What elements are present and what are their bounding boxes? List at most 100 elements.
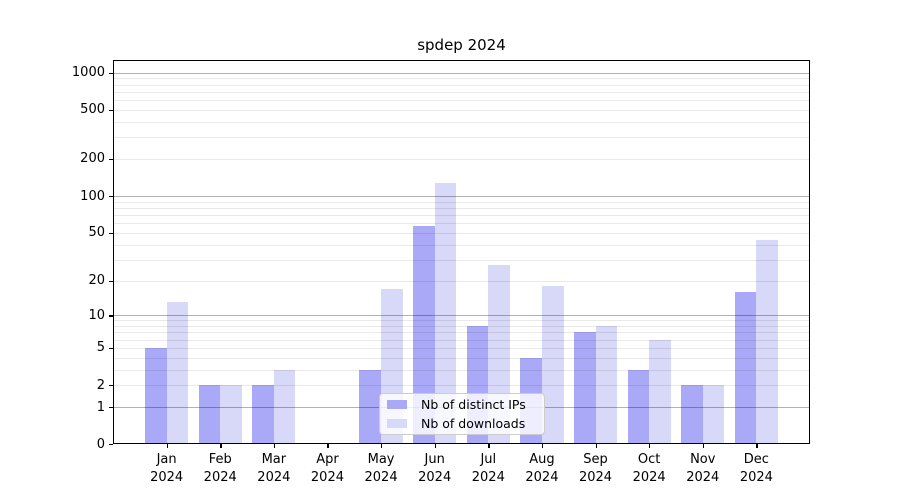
y-tick-mark xyxy=(109,315,113,317)
y-tick-mark xyxy=(109,109,113,112)
gridline-minor xyxy=(113,137,810,139)
x-tick-year: 2024 xyxy=(686,469,720,485)
bar-ips-jan xyxy=(145,347,167,444)
y-tick-mark xyxy=(109,385,113,387)
legend-label-downloads: Nb of downloads xyxy=(421,415,526,431)
gridline-minor xyxy=(113,121,810,123)
gridline-minor xyxy=(113,232,810,234)
legend: Nb of distinct IPs Nb of downloads xyxy=(379,393,545,435)
x-tick-label: Apr 2024 xyxy=(295,451,359,486)
gridline-minor xyxy=(113,214,810,216)
x-tick-mark xyxy=(434,444,436,448)
gridline-minor xyxy=(113,326,810,328)
x-tick-label: Dec 2024 xyxy=(724,451,788,486)
gridline-minor xyxy=(113,84,810,86)
gridline-minor xyxy=(113,332,810,334)
bar-downloads-aug xyxy=(541,285,564,444)
x-tick-year: 2024 xyxy=(739,469,773,485)
x-tick-label: Aug 2024 xyxy=(510,451,574,486)
y-tick-mark xyxy=(109,232,113,235)
gridline-minor xyxy=(113,339,810,341)
x-tick-year: 2024 xyxy=(418,469,452,485)
gridline-minor xyxy=(113,78,810,80)
x-tick-year: 2024 xyxy=(632,469,666,485)
bar-downloads-oct xyxy=(649,339,671,444)
x-tick-mark xyxy=(166,444,168,448)
x-tick-year: 2024 xyxy=(471,469,505,485)
y-tick-mark xyxy=(109,196,113,198)
bar-ips-nov xyxy=(681,385,703,444)
x-tick-label: Jun 2024 xyxy=(403,451,467,486)
bar-downloads-jun xyxy=(434,183,457,444)
y-tick-label: 50 xyxy=(88,225,105,241)
x-tick-year: 2024 xyxy=(203,469,237,485)
x-tick-label: Feb 2024 xyxy=(188,451,252,486)
x-tick-year: 2024 xyxy=(525,469,559,485)
gridline-minor xyxy=(113,320,810,322)
y-tick-label: 100 xyxy=(80,188,105,204)
gridline-minor xyxy=(113,223,810,225)
bar-ips-sep xyxy=(573,332,596,444)
gridline-minor xyxy=(113,357,810,359)
bar-ips-mar xyxy=(252,385,274,444)
bar-downloads-nov xyxy=(702,385,725,444)
y-tick-mark xyxy=(109,72,113,74)
x-tick-label: Jan 2024 xyxy=(135,451,199,486)
bar-ips-jun xyxy=(413,225,435,444)
gridline-minor xyxy=(113,91,810,93)
gridline-minor xyxy=(113,109,810,111)
x-tick-label: Sep 2024 xyxy=(564,451,628,486)
x-tick-mark xyxy=(595,444,597,448)
legend-swatch-distinct-ips xyxy=(387,400,407,410)
bar-downloads-sep xyxy=(595,326,618,444)
y-tick-mark xyxy=(109,158,113,161)
bar-ips-feb xyxy=(198,385,221,444)
x-tick-mark xyxy=(649,444,651,448)
bar-downloads-dec xyxy=(756,239,778,444)
y-tick-mark xyxy=(109,407,113,409)
gridline-minor xyxy=(113,158,810,160)
y-tick-label: 5 xyxy=(96,340,105,356)
legend-item-distinct-ips: Nb of distinct IPs xyxy=(387,397,535,413)
gridline-minor xyxy=(113,100,810,102)
bar-downloads-mar xyxy=(273,369,296,444)
x-tick-label: Oct 2024 xyxy=(617,451,681,486)
y-tick-label: 10 xyxy=(88,307,105,323)
x-tick-mark xyxy=(702,444,705,448)
gridline-minor xyxy=(113,201,810,203)
y-tick-label: 500 xyxy=(80,102,105,118)
y-tick-label: 0 xyxy=(96,436,105,452)
x-tick-year: 2024 xyxy=(364,469,398,485)
x-tick-mark xyxy=(541,444,544,448)
gridline-minor xyxy=(113,244,810,246)
y-tick-mark xyxy=(109,444,113,446)
gridline-major xyxy=(113,196,810,197)
x-tick-label: May 2024 xyxy=(349,451,413,486)
y-tick-label: 1000 xyxy=(71,65,105,81)
x-tick-label: Nov 2024 xyxy=(671,451,735,486)
x-tick-mark xyxy=(273,444,276,448)
bar-downloads-feb xyxy=(220,385,242,444)
bar-ips-may xyxy=(359,369,382,444)
x-tick-label: Mar 2024 xyxy=(242,451,306,486)
gridline-minor xyxy=(113,207,810,209)
chart-title: spdep 2024 xyxy=(417,36,506,54)
gridline-minor xyxy=(113,369,810,371)
legend-item-downloads: Nb of downloads xyxy=(387,416,535,432)
gridline-major xyxy=(113,72,810,74)
bar-ips-dec xyxy=(734,291,757,444)
y-tick-label: 20 xyxy=(88,273,105,288)
gridline-minor xyxy=(113,347,810,349)
y-tick-label: 2 xyxy=(96,377,105,393)
x-tick-label: Jul 2024 xyxy=(456,451,520,486)
gridline-minor xyxy=(113,280,810,282)
gridline-minor xyxy=(113,259,810,261)
y-tick-mark xyxy=(109,347,113,350)
x-tick-year: 2024 xyxy=(257,469,291,485)
legend-swatch-downloads xyxy=(387,418,407,428)
x-tick-mark xyxy=(327,444,329,448)
x-tick-year: 2024 xyxy=(310,469,344,485)
x-tick-year: 2024 xyxy=(578,469,613,485)
bar-downloads-jan xyxy=(166,302,189,444)
